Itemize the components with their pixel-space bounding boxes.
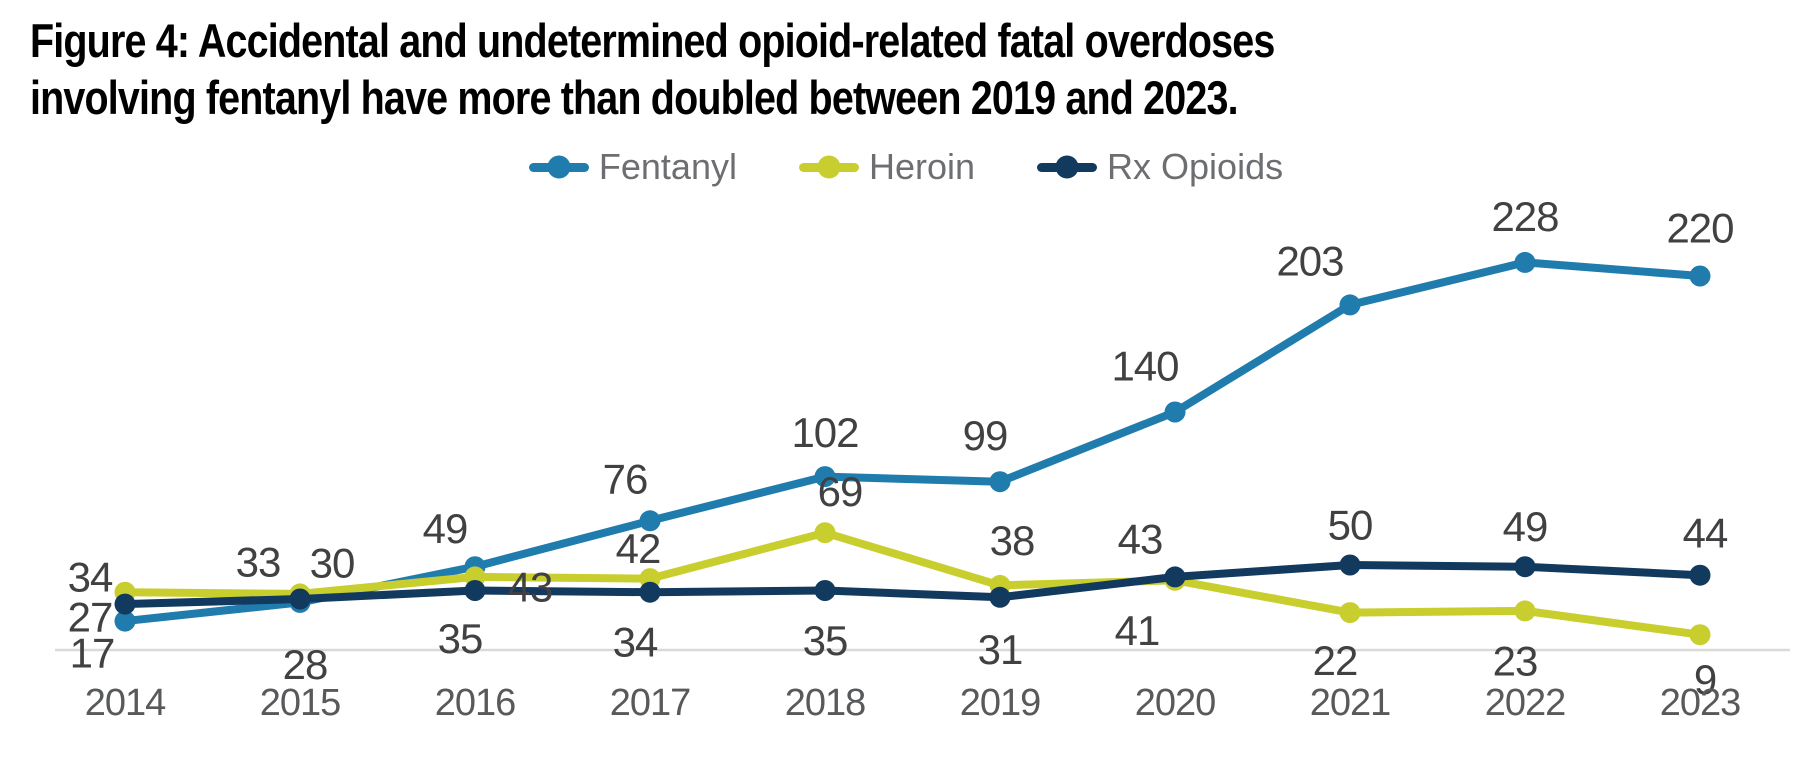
- value-label-heroin-2019: 38: [990, 517, 1035, 564]
- x-tick-label-2018: 2018: [785, 682, 866, 724]
- x-tick-label-2017: 2017: [610, 682, 691, 724]
- value-label-rx-opioids-2015: 30: [310, 540, 355, 587]
- value-label-fentanyl-2021: 203: [1276, 237, 1343, 284]
- value-label-fentanyl-2020: 140: [1111, 343, 1178, 390]
- value-label-fentanyl-2014: 17: [70, 630, 115, 677]
- value-label-rx-opioids-2021: 50: [1328, 502, 1373, 549]
- x-tick-label-2014: 2014: [85, 682, 166, 724]
- data-point-rx-opioids-2022: [1514, 556, 1536, 578]
- data-point-rx-opioids-2014: [114, 593, 136, 615]
- chart-title: Figure 4: Accidental and undetermined op…: [30, 12, 1275, 127]
- value-label-fentanyl-2022: 228: [1491, 193, 1558, 240]
- value-label-rx-opioids-2017: 34: [613, 619, 658, 666]
- value-label-fentanyl-2018: 102: [791, 409, 858, 456]
- legend-item-fentanyl: Fentanyl: [528, 146, 737, 188]
- data-point-heroin-2023: [1689, 624, 1711, 646]
- data-point-fentanyl-2014: [114, 610, 136, 632]
- data-point-rx-opioids-2017: [639, 581, 661, 603]
- value-label-fentanyl-2016: 49: [423, 505, 468, 552]
- chart-legend: Fentanyl Heroin Rx Opioids: [0, 146, 1812, 188]
- value-label-rx-opioids-2014: 27: [68, 594, 113, 641]
- value-label-heroin-2023: 9: [1694, 656, 1716, 703]
- data-point-rx-opioids-2016: [464, 580, 486, 601]
- x-tick-label-2023: 2023: [1660, 682, 1741, 724]
- data-point-fentanyl-2021: [1339, 294, 1361, 316]
- legend-item-label: Heroin: [868, 146, 976, 187]
- value-label-fentanyl-2019: 99: [963, 412, 1008, 459]
- value-label-heroin-2018: 69: [818, 468, 863, 515]
- legend-item-label: Rx Opioids: [1107, 146, 1284, 187]
- data-point-heroin-2022: [1514, 600, 1536, 622]
- data-point-rx-opioids-2018: [814, 580, 836, 601]
- value-label-fentanyl-2015: 28: [283, 641, 328, 688]
- legend-item-rx-opioids: Rx Opioids: [1037, 146, 1283, 188]
- value-label-rx-opioids-2019: 31: [978, 626, 1023, 673]
- data-point-fentanyl-2023: [1689, 265, 1711, 287]
- value-label-fentanyl-2017: 76: [603, 455, 648, 502]
- data-point-fentanyl-2020: [1164, 401, 1186, 423]
- data-point-rx-opioids-2015: [289, 588, 311, 610]
- data-point-rx-opioids-2023: [1689, 564, 1711, 586]
- legend-marker-icon: [798, 162, 859, 172]
- value-label-rx-opioids-2018: 35: [803, 617, 848, 664]
- value-label-heroin-2021: 22: [1313, 637, 1358, 684]
- value-label-rx-opioids-2016: 35: [438, 615, 483, 662]
- data-point-rx-opioids-2021: [1339, 554, 1361, 576]
- legend-marker-icon: [1037, 162, 1098, 172]
- chart-title-line2: involving fentanyl have more than double…: [30, 71, 1239, 125]
- value-label-heroin-2016: 43: [508, 563, 553, 610]
- value-label-rx-opioids-2020: 43: [1118, 515, 1163, 562]
- x-tick-label-2021: 2021: [1310, 682, 1391, 724]
- series-line-heroin: [121, 528, 1704, 639]
- data-point-fentanyl-2022: [1514, 251, 1536, 273]
- x-tick-label-2022: 2022: [1485, 682, 1566, 724]
- value-label-heroin-2014: 34: [68, 554, 113, 601]
- value-label-heroin-2015: 33: [236, 538, 281, 585]
- value-label-heroin-2017: 42: [616, 525, 661, 572]
- data-point-fentanyl-2017: [639, 510, 661, 532]
- x-tick-label-2015: 2015: [260, 682, 341, 724]
- x-tick-label-2016: 2016: [435, 682, 516, 724]
- data-point-rx-opioids-2019: [989, 586, 1011, 608]
- data-point-heroin-2021: [1339, 602, 1361, 624]
- value-label-rx-opioids-2023: 44: [1683, 510, 1728, 557]
- data-point-fentanyl-2019: [989, 471, 1011, 493]
- value-label-fentanyl-2023: 220: [1666, 205, 1733, 252]
- chart-title-line1: Figure 4: Accidental and undetermined op…: [30, 14, 1275, 67]
- x-tick-label-2019: 2019: [960, 682, 1041, 724]
- data-point-heroin-2018: [814, 522, 836, 544]
- x-tick-label-2020: 2020: [1135, 682, 1216, 724]
- value-label-heroin-2020: 41: [1115, 607, 1160, 654]
- value-label-heroin-2022: 23: [1493, 637, 1538, 684]
- data-point-rx-opioids-2020: [1164, 566, 1186, 588]
- data-point-fentanyl-2018: [814, 466, 836, 488]
- series-line-rx-opioids: [121, 561, 1704, 609]
- legend-item-heroin: Heroin: [798, 146, 976, 188]
- value-label-rx-opioids-2022: 49: [1503, 503, 1548, 550]
- legend-item-label: Fentanyl: [598, 146, 737, 187]
- legend-marker-icon: [528, 162, 589, 172]
